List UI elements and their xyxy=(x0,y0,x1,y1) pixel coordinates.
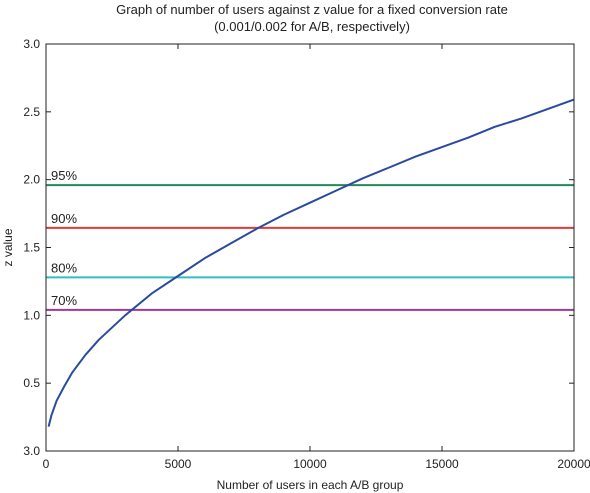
y-tick-label: 1.5 xyxy=(23,241,40,255)
y-tick-label: 3.0 xyxy=(23,37,40,51)
x-tick-label: 10000 xyxy=(293,457,327,471)
reference-line-label: 95% xyxy=(51,168,77,183)
axis-ticks: 0 5000 10000 15000 20000 3.0 0.5 1.0 1.5 2.0 2.5 3.… xyxy=(23,37,590,471)
reference-line-label: 70% xyxy=(51,293,77,308)
y-tick-label: 1.0 xyxy=(23,308,40,322)
reference-line-label: 90% xyxy=(51,211,77,226)
x-tick-label: 0 xyxy=(43,457,50,471)
y-tick-label: 3.0 xyxy=(23,444,40,458)
x-axis-label: Number of users in each A/B group xyxy=(217,478,404,492)
x-tick-label: 20000 xyxy=(557,457,590,471)
y-tick-label: 0.5 xyxy=(23,376,40,390)
plot-area: 95% 90% 80% 70% xyxy=(46,98,575,427)
chart-title-line-1: Graph of number of users against z value… xyxy=(116,2,508,17)
x-tick-label: 5000 xyxy=(165,457,192,471)
x-tick-label: 15000 xyxy=(425,457,459,471)
y-tick-label: 2.0 xyxy=(23,173,40,187)
y-tick-label: 2.5 xyxy=(23,105,40,119)
series-line-0 xyxy=(47,98,575,427)
y-axis-label: z value xyxy=(1,228,15,266)
chart-title-line-2: (0.001/0.002 for A/B, respectively) xyxy=(214,19,410,34)
plot-frame xyxy=(45,43,575,452)
reference-line-label: 80% xyxy=(51,260,77,275)
